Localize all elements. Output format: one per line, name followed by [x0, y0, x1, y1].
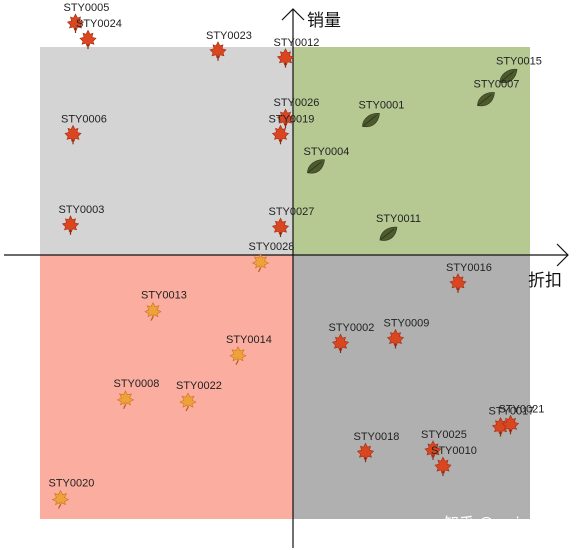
- data-point: STY0028: [249, 241, 295, 272]
- data-point: STY0021: [499, 403, 545, 435]
- point-label: STY0018: [354, 431, 400, 443]
- points-layer: STY0005 STY0024 STY0023 STY0012 STY0015 STY00…: [49, 2, 545, 509]
- quadrant-backgrounds: [40, 47, 530, 519]
- data-point: STY0005: [64, 2, 110, 33]
- maple-leaf-icon: [79, 29, 97, 50]
- data-point: STY0016: [446, 262, 492, 293]
- data-point: STY0026: [274, 97, 320, 129]
- point-label: STY0008: [114, 378, 160, 390]
- data-point: STY0010: [431, 445, 477, 477]
- point-label: STY0022: [176, 380, 222, 392]
- point-label: STY0002: [329, 322, 375, 334]
- quadrant-bottom-right: [293, 255, 530, 519]
- point-label: STY0011: [376, 213, 421, 225]
- point-label: STY0015: [496, 55, 542, 67]
- axes: [4, 8, 569, 548]
- point-label: STY0006: [61, 113, 107, 125]
- point-label: STY0020: [49, 478, 95, 490]
- data-point: STY0023: [206, 30, 252, 61]
- point-label: STY0025: [421, 429, 467, 441]
- point-label: STY0005: [64, 2, 110, 14]
- x-axis-arrow: [556, 243, 569, 267]
- point-label: STY0010: [431, 445, 477, 457]
- point-label: STY0026: [274, 97, 320, 109]
- data-point: STY0012: [274, 37, 320, 68]
- data-point: STY0020: [49, 478, 95, 509]
- point-label: STY0004: [304, 146, 350, 158]
- data-point: STY0015: [496, 55, 542, 84]
- data-point: STY0007: [474, 79, 520, 107]
- data-point: STY0022: [176, 380, 222, 412]
- data-point: STY0008: [114, 378, 160, 409]
- data-point: STY0009: [384, 318, 430, 349]
- data-point: STY0002: [329, 322, 375, 354]
- data-point: STY0018: [354, 431, 400, 463]
- y-axis-arrow: [281, 8, 305, 21]
- quadrant-bottom-left: [40, 255, 293, 519]
- point-label: STY0024: [76, 18, 122, 30]
- point-label: STY0009: [384, 318, 430, 330]
- data-point: STY0011: [376, 213, 421, 241]
- point-label: STY0014: [226, 334, 272, 346]
- data-point: STY0024: [76, 18, 122, 50]
- data-point: STY0027: [269, 206, 315, 238]
- point-label: STY0021: [499, 403, 545, 415]
- point-label: STY0016: [446, 262, 492, 274]
- point-label: STY0017: [489, 406, 535, 418]
- data-point: STY0025: [421, 429, 467, 460]
- data-point: STY0006: [61, 113, 107, 145]
- point-label: STY0027: [269, 206, 315, 218]
- data-point: STY0014: [226, 334, 272, 365]
- point-label: STY0007: [474, 79, 520, 91]
- point-label: STY0013: [141, 290, 187, 302]
- y-axis-label: 销量: [307, 11, 341, 31]
- data-point: STY0001: [359, 99, 405, 128]
- quadrant-top-right: [293, 47, 530, 255]
- x-axis-label: 折扣: [528, 271, 562, 291]
- data-point: STY0017: [489, 406, 535, 437]
- data-point: STY0003: [59, 204, 105, 235]
- point-label: STY0003: [59, 204, 105, 216]
- point-label: STY0001: [359, 99, 405, 111]
- point-label: STY0012: [274, 37, 320, 49]
- data-point: STY0019: [269, 113, 315, 145]
- data-point: STY0004: [304, 146, 350, 174]
- point-label: STY0028: [249, 241, 295, 253]
- watermark: 知乎 @wujunmin: [444, 514, 567, 532]
- point-label: STY0023: [206, 30, 252, 42]
- quadrant-top-left: [40, 47, 293, 255]
- data-point: STY0013: [141, 290, 187, 321]
- point-label: STY0019: [269, 113, 315, 125]
